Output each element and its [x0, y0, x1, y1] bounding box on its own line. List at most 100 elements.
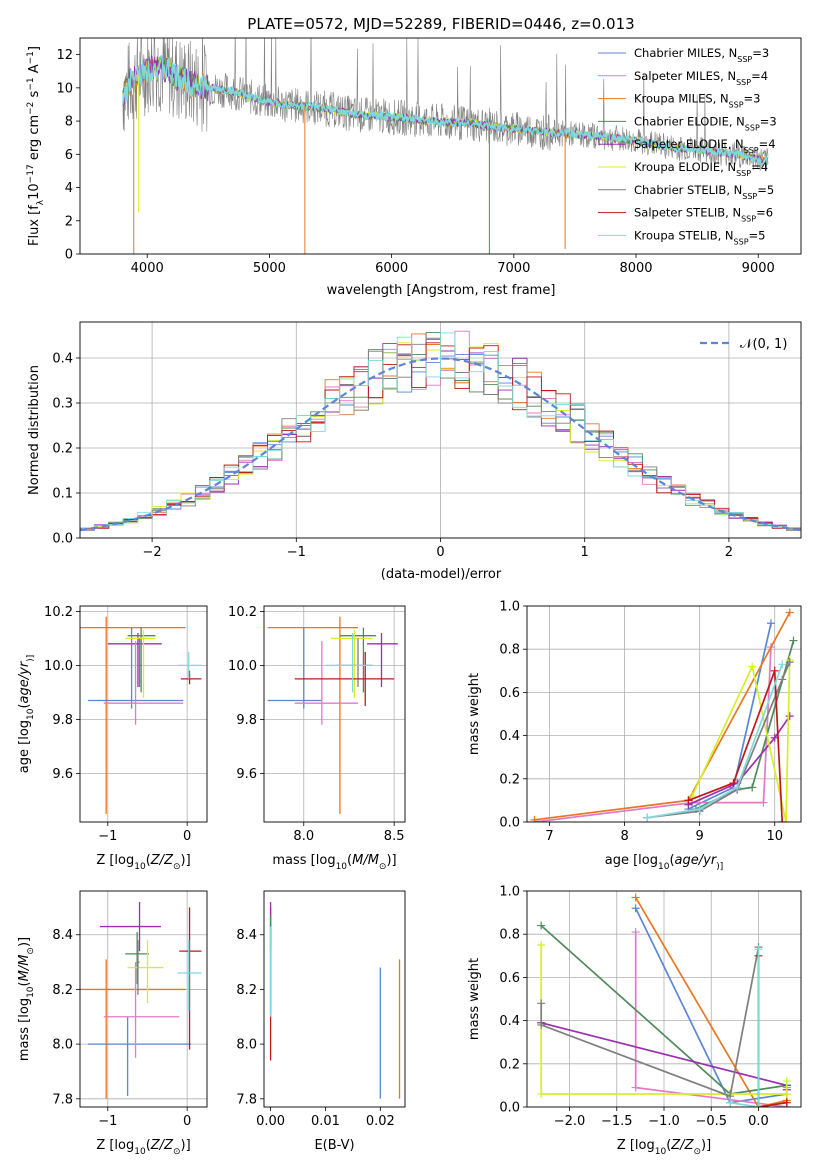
x-tick-label: 7000	[497, 261, 530, 276]
weight-line	[634, 897, 787, 1107]
x-tick-label: 9000	[742, 261, 775, 276]
x-tick-label: −0.5	[695, 1114, 727, 1129]
y-tick-label: 0.6	[499, 971, 520, 986]
weight-line	[688, 670, 784, 822]
y-axis-label: mass weight	[467, 673, 482, 755]
y-tick-label: 0.4	[499, 1014, 520, 1029]
x-tick-label: 6000	[375, 261, 408, 276]
weight-marker	[785, 608, 794, 617]
legend-entry: Kroupa ELODIE, NSSP=4	[634, 160, 768, 178]
x-tick-label: −1	[98, 1114, 117, 1129]
x-tick-label: 0.0	[748, 1114, 769, 1129]
weight-marker	[778, 660, 787, 669]
weight-line	[540, 947, 760, 1098]
y-tick-label: 8	[65, 115, 73, 130]
y-tick-label: 0	[65, 248, 73, 263]
weight-marker	[530, 815, 539, 822]
chart-weights_vs_Z: −2.0 −1.5 −1.0 −0.5 0.0 0.0 0.2 0.4 0.6 0.8 1.0 Z […	[467, 885, 802, 1157]
gridlines	[527, 606, 801, 822]
y-tick-label: 10.0	[44, 659, 73, 674]
weight-marker	[537, 921, 546, 930]
legend-entry: Chabrier STELIB, NSSP=5	[634, 183, 774, 201]
x-tick-label: 8.5	[384, 829, 405, 844]
x-tick-label: 9	[696, 829, 704, 844]
x-tick-label: 2	[725, 545, 733, 560]
x-axis-label: mass [log10(M/M⊙)]	[272, 853, 396, 872]
plot-area	[122, 38, 769, 254]
weight-line	[646, 664, 783, 819]
spectrum-data-line	[122, 38, 769, 171]
chart-residuals: −2 −1 0 1 2 0.0 0.1 0.2 0.3 0.4 (data-model)/error…	[27, 321, 802, 582]
legend-entry: Chabrier MILES, NSSP=3	[634, 46, 769, 64]
chart-mass_vs_Z: −1 0 7.8 8.0 8.2 8.4 Z [log10(Z/Z⊙)] mass [log1…	[17, 890, 208, 1157]
y-tick-label: 9.8	[52, 713, 73, 728]
y-tick-label: 1.0	[499, 885, 520, 900]
x-tick-label: −2.0	[554, 1114, 586, 1129]
plot-area	[527, 891, 801, 1107]
y-axis-label: mass [log10(M/M⊙)]	[17, 937, 36, 1061]
y-tick-label: 8.0	[236, 1038, 257, 1053]
weight-marker	[785, 658, 794, 667]
x-axis-label: (data-model)/error	[381, 567, 502, 582]
weight-marker	[631, 904, 640, 913]
y-tick-label: 9.6	[236, 767, 257, 782]
y-tick-label: 0.4	[52, 352, 73, 367]
weight-marker	[537, 1090, 546, 1099]
y-tick-label: 4	[65, 181, 73, 196]
weight-marker	[631, 1083, 640, 1092]
legend-entry: Salpeter STELIB, NSSP=6	[634, 206, 773, 224]
weight-marker	[631, 893, 640, 902]
weight-marker	[631, 928, 640, 937]
y-tick-label: 0.0	[52, 532, 73, 547]
chart-spectrum: PLATE=0572, MJD=52289, FIBERID=0446, z=0…	[26, 15, 802, 298]
legend-entry: Salpeter ELODIE, NSSP=4	[634, 137, 776, 155]
y-tick-label: 8.2	[236, 983, 257, 998]
y-tick-label: 0.8	[499, 928, 520, 943]
plot-area	[80, 322, 801, 538]
spectrum-model-line	[122, 55, 769, 166]
weight-marker	[748, 783, 757, 792]
plot-area	[264, 606, 405, 822]
legend-entry: Kroupa STELIB, NSSP=5	[634, 228, 765, 246]
weight-line	[534, 646, 772, 822]
weight-marker	[782, 1090, 791, 1099]
axes-frame	[79, 37, 802, 255]
chart-title: PLATE=0572, MJD=52289, FIBERID=0446, z=0…	[247, 15, 634, 33]
x-tick-label: 4000	[131, 261, 164, 276]
weight-marker	[695, 805, 704, 814]
y-axis-label: Normed distribution	[27, 365, 42, 495]
weight-marker	[537, 1020, 546, 1029]
weight-line	[534, 612, 791, 821]
weight-marker	[537, 941, 546, 949]
axes-frame	[79, 605, 208, 823]
axes-frame	[263, 605, 406, 823]
x-tick-label: 8000	[619, 261, 652, 276]
x-tick-label: 0	[183, 1114, 191, 1129]
plot-area	[80, 606, 207, 822]
x-tick-label: 8.0	[293, 829, 314, 844]
x-tick-label: −1.5	[601, 1114, 633, 1129]
histogram-step	[80, 332, 801, 530]
y-tick-label: 0.0	[499, 1101, 520, 1116]
x-tick-label: 0.01	[311, 1114, 340, 1129]
weight-line	[729, 949, 760, 1107]
y-tick-label: 8.4	[52, 928, 73, 943]
normal-curve	[80, 357, 801, 532]
plot-area	[80, 891, 207, 1107]
y-tick-label: 1.0	[499, 600, 520, 615]
axes-frame	[263, 890, 406, 1108]
weight-marker	[759, 798, 768, 807]
x-tick-label: 0	[436, 545, 444, 560]
x-tick-label: 0.02	[366, 1114, 395, 1129]
gridlines	[527, 891, 801, 1107]
y-tick-label: 9.8	[236, 713, 257, 728]
y-tick-label: 2	[65, 214, 73, 229]
weight-marker	[781, 818, 790, 822]
axes-frame	[526, 605, 802, 823]
y-tick-label: 0.3	[52, 397, 73, 412]
weight-marker	[785, 712, 794, 721]
y-tick-label: 6	[65, 148, 73, 163]
x-axis-label: E(B-V)	[314, 1138, 354, 1153]
legend-entry: 𝒩(0, 1)	[740, 337, 787, 352]
x-axis-label: Z [log10(Z/Z⊙)]	[617, 1138, 711, 1157]
